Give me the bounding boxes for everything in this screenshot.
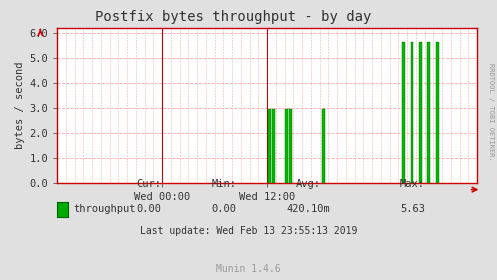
Bar — [285, 109, 287, 183]
Bar — [436, 42, 439, 183]
Y-axis label: bytes / second: bytes / second — [15, 62, 25, 150]
Bar — [427, 42, 430, 183]
Text: RRDTOOL / TOBI OETIKER.: RRDTOOL / TOBI OETIKER. — [488, 63, 494, 161]
Text: Postfix bytes throughput - by day: Postfix bytes throughput - by day — [95, 10, 372, 24]
Text: Max:: Max: — [400, 179, 425, 189]
Text: 420.10m: 420.10m — [286, 204, 330, 214]
Bar — [402, 42, 405, 183]
Text: 5.63: 5.63 — [400, 204, 425, 214]
Text: 0.00: 0.00 — [137, 204, 162, 214]
Text: Avg:: Avg: — [296, 179, 321, 189]
Bar — [272, 109, 275, 183]
Bar — [268, 109, 271, 183]
Text: Cur:: Cur: — [137, 179, 162, 189]
Bar — [419, 42, 422, 183]
Bar — [411, 42, 414, 183]
Bar — [289, 109, 292, 183]
Text: Munin 1.4.6: Munin 1.4.6 — [216, 264, 281, 274]
Bar — [323, 109, 326, 183]
Text: Last update: Wed Feb 13 23:55:13 2019: Last update: Wed Feb 13 23:55:13 2019 — [140, 226, 357, 236]
Text: Min:: Min: — [211, 179, 236, 189]
Text: 0.00: 0.00 — [211, 204, 236, 214]
Text: throughput: throughput — [74, 204, 136, 214]
